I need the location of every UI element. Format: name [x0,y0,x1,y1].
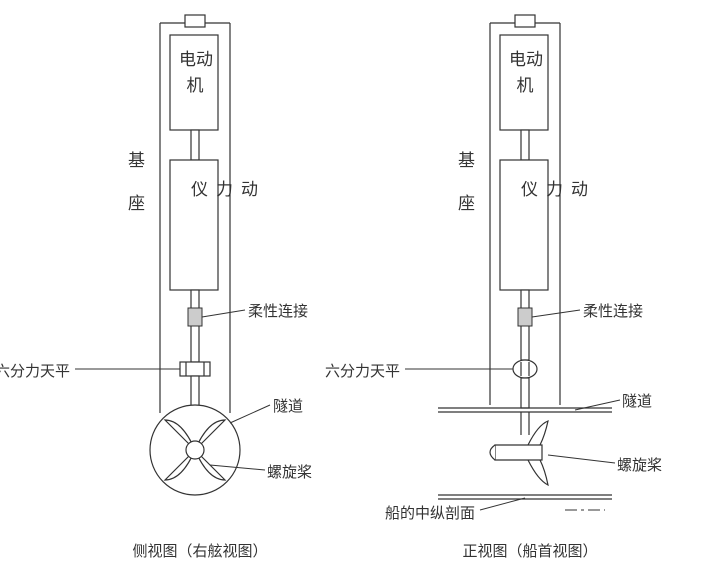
leader-tunnel [230,405,270,423]
motor-top-front [515,15,535,27]
leader-propeller-front [548,455,615,463]
motor-label: 电动机 [179,47,211,98]
leader-flex-front [532,310,580,317]
balance-label: 六分力天平 [0,360,70,381]
flex-coupling-rect [188,308,202,326]
balance-oval [513,360,537,378]
tunnel-top-line [438,408,612,412]
shaft1-front [521,130,529,160]
propeller-front [490,421,548,485]
midsection-label: 船的中纵剖面 [385,502,475,523]
tunnel-label-front: 隧道 [622,390,652,411]
side-view-caption: 侧视图（右舷视图） [110,540,290,561]
motor-label-front: 电动机 [509,47,541,98]
balance-block [180,362,210,376]
leader-flex [202,310,245,317]
flex-label-front: 柔性连接 [583,300,643,321]
shaft3 [191,376,199,406]
flex-front [518,308,532,326]
shaft1 [191,130,199,160]
propeller-label-front: 螺旋桨 [617,454,662,475]
base-label: 基座 [128,140,145,225]
flex-label: 柔性连接 [248,300,308,321]
front-view-caption: 正视图（船首视图） [440,540,620,561]
hub-circle [186,441,204,459]
dyno-label-front: 动力仪 [515,180,590,203]
tunnel-label: 隧道 [273,395,303,416]
front-view-container: 电动机 动力仪 基座 柔性连接 六分力天平 隧道 螺旋桨 船的中纵剖面 正视图（… [400,5,700,555]
base-label-front: 基座 [458,140,475,225]
dyno-label: 动力仪 [185,180,260,203]
motor-top-rect [185,15,205,27]
propeller-label: 螺旋桨 [267,461,312,482]
balance-label-front: 六分力天平 [325,360,400,381]
side-view-container: 电动机 动力仪 基座 柔性连接 六分力天平 隧道 螺旋桨 侧视图（右舷视图） [70,5,350,555]
leader-midsection [480,498,525,510]
shaft3-front [521,378,529,408]
